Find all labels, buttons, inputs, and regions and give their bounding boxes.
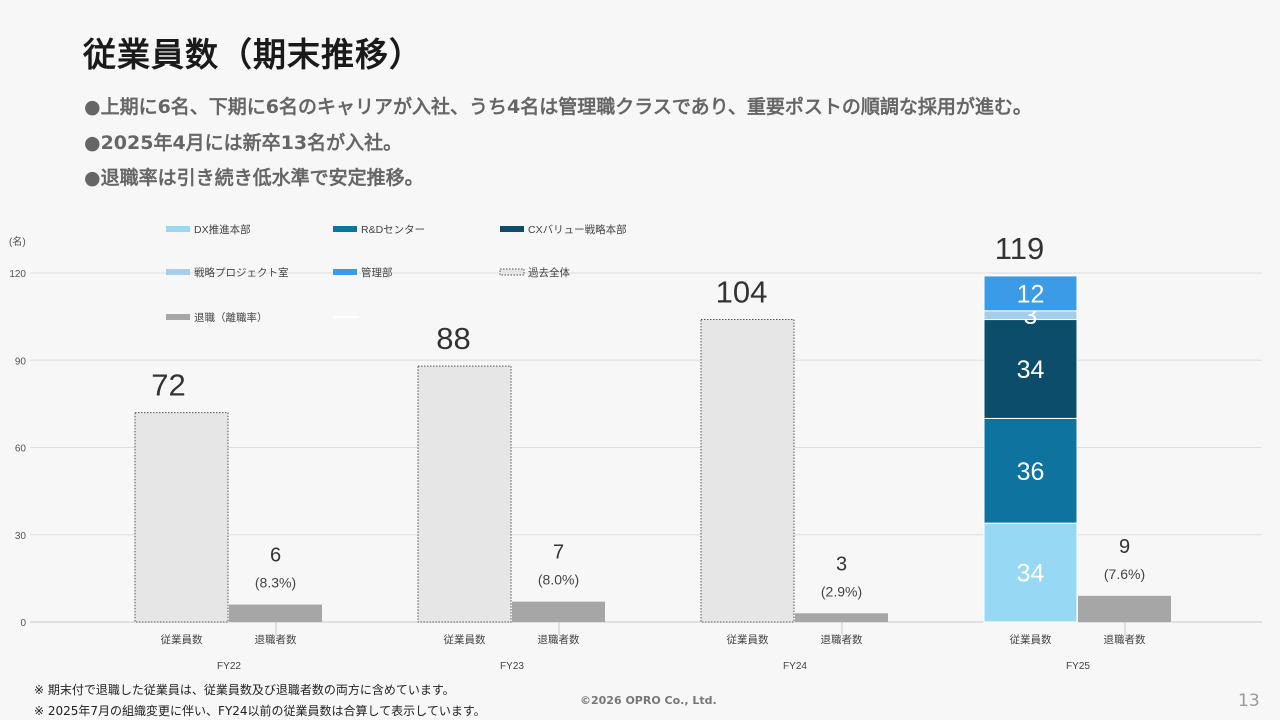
- category-label: FY23: [500, 661, 524, 672]
- retirement-rate-label: (2.9%): [821, 583, 862, 599]
- category-label: FY25: [1066, 661, 1090, 672]
- retiree-value-label: 3: [836, 553, 847, 575]
- stack-segment: [983, 275, 1078, 312]
- bar-label: 従業員数: [727, 633, 769, 646]
- bar-label: 従業員数: [161, 633, 203, 646]
- y-tick-label: 30: [15, 531, 27, 542]
- employee-bar: [134, 412, 229, 623]
- y-tick-label: 60: [15, 444, 27, 455]
- retiree-bar: [229, 604, 322, 622]
- y-tick-label: 120: [9, 269, 26, 280]
- retirement-rate-label: (7.6%): [1104, 566, 1145, 582]
- footnote-retirees: ※ 期末付で退職した従業員は、従業員数及び退職者数の両方に含めています。: [34, 683, 455, 697]
- employee-total-label: 104: [716, 275, 768, 310]
- legend-swatch: [166, 226, 190, 232]
- legend-label: 退職（離職率）: [194, 311, 268, 324]
- y-axis-unit: (名): [9, 235, 26, 248]
- category-label: FY24: [783, 661, 807, 672]
- bar-label: 退職者数: [821, 633, 863, 646]
- legend-label: 過去全体: [528, 266, 570, 279]
- segment-value-label: 34: [1017, 356, 1045, 384]
- retiree-bar: [1078, 595, 1171, 622]
- legend-label: R&Dセンター: [361, 224, 425, 236]
- page-title: 従業員数（期末推移）: [83, 35, 423, 74]
- stack-segment: [983, 522, 1078, 623]
- retiree-bar: [512, 601, 605, 622]
- employee-total-label: 88: [436, 321, 470, 356]
- employee-bar: [700, 319, 795, 623]
- bar-label: 従業員数: [1010, 633, 1052, 646]
- legend-label: DX推進本部: [194, 223, 251, 236]
- bullet-new-graduates: ●2025年4月には新卒13名が入社。: [84, 132, 403, 154]
- employee-total-label: 119: [995, 231, 1044, 266]
- bar-label: 退職者数: [538, 633, 580, 646]
- legend-label: CXバリュー戦略本部: [528, 223, 627, 236]
- copyright: ©2026 OPRO Co., Ltd.: [580, 694, 717, 707]
- retiree-bar: [795, 613, 888, 622]
- bullet-hiring: ●上期に6名、下期に6名のキャリアが入社、うち4名は管理職クラスであり、重要ポス…: [84, 96, 1032, 118]
- bar-label: 退職者数: [255, 633, 297, 646]
- stack-segment: [983, 417, 1078, 524]
- legend-label: 戦略プロジェクト室: [194, 266, 289, 279]
- y-tick-label: 90: [15, 356, 27, 367]
- retirement-rate-label: (8.3%): [255, 575, 296, 591]
- footnote-reorg: ※ 2025年7月の組織変更に伴い、FY24以前の従業員数は合算して表示していま…: [34, 704, 486, 718]
- employee-bar: [417, 365, 512, 623]
- legend-swatch: [499, 268, 525, 276]
- legend-swatch: [333, 269, 357, 275]
- segment-value-label: 34: [1017, 560, 1045, 588]
- legend-label: 管理部: [361, 266, 393, 279]
- page-number: 13: [1238, 691, 1260, 711]
- employee-total-label: 72: [151, 368, 185, 403]
- segment-value-label: 12: [1017, 280, 1045, 308]
- legend-swatch: [333, 226, 357, 232]
- retiree-value-label: 9: [1119, 536, 1130, 558]
- retirement-rate-label: (8.0%): [538, 572, 579, 588]
- stack-segment: [983, 319, 1078, 419]
- legend-swatch: [500, 226, 524, 232]
- category-label: FY22: [217, 661, 241, 672]
- legend-swatch: [166, 314, 190, 320]
- bar-label: 従業員数: [444, 633, 486, 646]
- legend-swatch: [166, 269, 190, 275]
- bar-label: 退職者数: [1104, 633, 1146, 646]
- retiree-value-label: 7: [553, 542, 564, 564]
- bullet-retirement-rate: ●退職率は引き続き低水準で安定推移。: [84, 167, 424, 189]
- retiree-value-label: 6: [270, 545, 281, 567]
- y-tick-label: 0: [20, 618, 26, 629]
- segment-value-label: 36: [1017, 458, 1045, 486]
